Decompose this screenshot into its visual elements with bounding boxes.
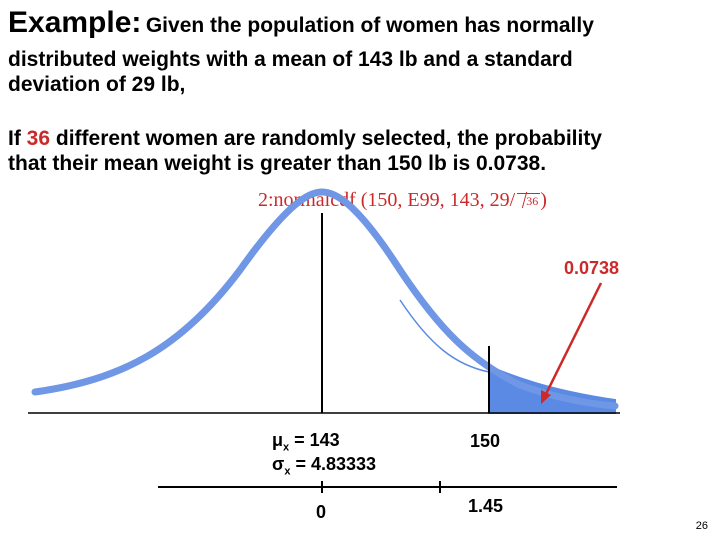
- z-score-zero: 0: [316, 502, 327, 522]
- overlay-curve: [399, 299, 490, 373]
- sample-size: 36: [26, 127, 51, 150]
- statement-line-1: If 36 different women are randomly selec…: [8, 127, 602, 151]
- intro-line-2: deviation of 29 lb,: [8, 73, 186, 96]
- z-score-cutoff: 1.45: [468, 496, 504, 516]
- calculator-close: ): [540, 189, 547, 211]
- title-rest: Given the population of women has normal…: [145, 14, 594, 37]
- sigma-subscript: x: [284, 465, 291, 478]
- slide-title: Example: Given the population of women h…: [8, 6, 594, 40]
- statement-line-2: that their mean weight is greater than 1…: [8, 152, 547, 175]
- cutoff-value-label: 150: [470, 431, 501, 451]
- statement-prefix: If: [8, 127, 27, 150]
- sigma-symbol: σ: [272, 454, 285, 474]
- mu-symbol: μ: [272, 430, 284, 450]
- sqrt-symbol: 36: [515, 192, 541, 209]
- probability-arrow: [543, 282, 603, 397]
- title-lead: Example:: [8, 6, 142, 39]
- standard-error: σx = 4.83333: [272, 454, 376, 478]
- mu-value: = 143: [289, 430, 340, 450]
- page-number: 26: [695, 520, 708, 532]
- sqrt-radicand: 36: [526, 194, 539, 209]
- mean-of-sample-means: μx = 143: [272, 430, 340, 454]
- statement-suffix: different women are randomly selected, t…: [50, 127, 602, 150]
- sigma-value: = 4.83333: [290, 454, 377, 474]
- mu-subscript: x: [283, 441, 290, 454]
- intro-line-1: distributed weights with a mean of 143 l…: [8, 48, 573, 71]
- probability-label: 0.0738: [564, 258, 620, 278]
- bell-curve: [31, 188, 619, 410]
- arrow-head: [541, 390, 551, 404]
